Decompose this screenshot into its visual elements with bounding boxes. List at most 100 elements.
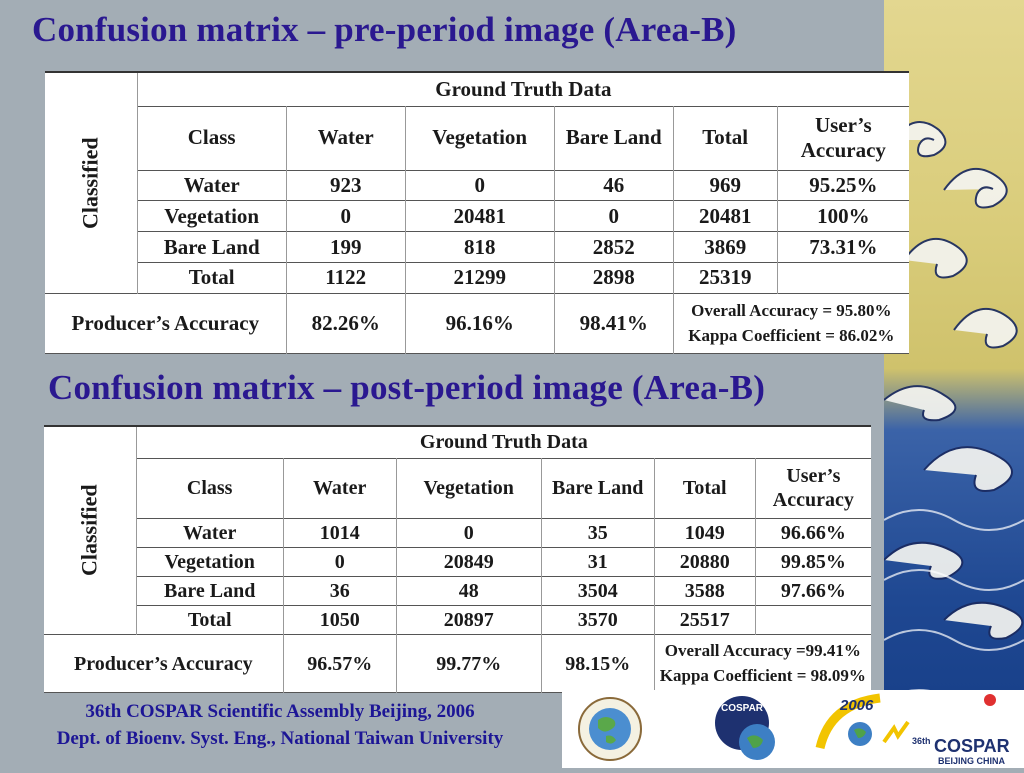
table-cell: 3504 <box>540 576 655 606</box>
column-header: Vegetation <box>404 106 555 170</box>
table-cell: 3869 <box>672 231 778 263</box>
table-cell: 1049 <box>653 518 756 548</box>
table-row: Vegetation 0 20481 0 20481 100% <box>45 200 909 232</box>
overall-accuracy: Overall Accuracy =99.41% <box>664 640 861 660</box>
wave-decoration <box>884 0 1024 768</box>
university-seal-icon <box>578 697 642 761</box>
column-header: Vegetation <box>395 458 542 518</box>
column-header: Class <box>186 477 233 499</box>
column-header: Total <box>672 106 778 170</box>
table-cell: 0 <box>282 547 397 577</box>
ground-truth-header: Ground Truth Data <box>419 431 588 454</box>
table-cell: 0 <box>285 200 406 232</box>
confusion-matrix-post: Classified Ground Truth Data Class Water… <box>44 425 871 693</box>
table-cell: 96.16% <box>404 293 555 354</box>
table-cell: 98.15% <box>540 634 655 693</box>
table-cell: 82.26% <box>285 293 406 354</box>
kappa-coefficient: Kappa Coefficient = 98.09% <box>659 665 866 685</box>
wave-art-icon <box>884 121 1024 711</box>
table-cell: 20481 <box>404 200 555 232</box>
table-cell: 25319 <box>672 262 778 294</box>
table-row: Water 923 0 46 969 95.25% <box>45 170 909 201</box>
producers-accuracy-label: Producer’s Accuracy <box>71 310 260 335</box>
column-header: User’s Accuracy <box>754 458 871 518</box>
table-row: Total 1050 20897 3570 25517 <box>44 605 871 635</box>
table-cell: 36 <box>282 576 397 606</box>
table-row: Bare Land 36 48 3504 3588 97.66% <box>44 576 871 606</box>
row-label: Water <box>183 172 240 197</box>
table-cell: 0 <box>553 200 674 232</box>
confusion-matrix-pre-panel: Classified Ground Truth Data Class Water… <box>45 71 909 354</box>
table-cell: 100% <box>776 200 909 232</box>
footer-conference: 36th COSPAR Scientific Assembly Beijing,… <box>85 701 475 722</box>
event-prefix-text: 36th <box>912 736 931 746</box>
table-row: Total 1122 21299 2898 25319 <box>45 262 909 294</box>
table-cell: 73.31% <box>776 231 909 263</box>
confusion-matrix-post-panel: Classified Ground Truth Data Class Water… <box>44 425 871 693</box>
kappa-coefficient: Kappa Coefficient = 86.02% <box>688 325 895 345</box>
table-cell: 0 <box>395 518 542 548</box>
table-cell: 95.25% <box>776 170 909 201</box>
column-header: Bare Land <box>553 106 674 170</box>
table-cell: 1122 <box>285 262 406 294</box>
classified-label: Classified <box>76 484 102 577</box>
footer: 36th COSPAR Scientific Assembly Beijing,… <box>0 698 560 752</box>
table-cell: 99.77% <box>395 634 542 693</box>
table-row: Water 1014 0 35 1049 96.66% <box>44 518 871 548</box>
table-cell: 97.66% <box>754 576 871 606</box>
row-label: Bare Land <box>163 234 260 259</box>
table-cell: 31 <box>540 547 655 577</box>
confusion-matrix-pre: Classified Ground Truth Data Class Water… <box>45 71 909 354</box>
column-header: Bare Land <box>540 458 655 518</box>
producers-accuracy-label: Producer’s Accuracy <box>74 652 253 675</box>
cospar-2006-logo-icon: 2006 36th COSPAR BEIJING CHINA <box>815 693 1010 766</box>
table-cell: 25517 <box>653 605 756 635</box>
cospar-badge-text: COSPAR <box>721 703 764 714</box>
footer-logos: COSPAR 2006 36th COSPAR BEIJING CHINA <box>562 690 1024 768</box>
table-row: Vegetation 0 20849 31 20880 99.85% <box>44 547 871 577</box>
logos-strip: COSPAR 2006 36th COSPAR BEIJING CHINA <box>578 693 1010 766</box>
table-cell: 48 <box>395 576 542 606</box>
column-header-row: Class Water Vegetation Bare Land Total U… <box>44 458 871 518</box>
table-cell: 96.66% <box>754 518 871 548</box>
table-cell <box>776 262 909 294</box>
table-cell: 20849 <box>395 547 542 577</box>
table-cell <box>754 605 871 635</box>
column-header: Water <box>285 106 406 170</box>
event-name-text: COSPAR <box>934 736 1010 756</box>
column-header: Total <box>653 458 756 518</box>
producers-accuracy-row: Producer’s Accuracy 82.26% 96.16% 98.41%… <box>45 293 909 354</box>
table-cell: 21299 <box>404 262 555 294</box>
cospar-badge-icon: COSPAR <box>715 696 775 760</box>
row-label: Bare Land <box>164 579 256 602</box>
page-title-pre: Confusion matrix – pre-period image (Are… <box>32 10 737 49</box>
table-cell: 1014 <box>282 518 397 548</box>
column-header: User’s Accuracy <box>776 106 909 170</box>
table-cell: 199 <box>285 231 406 263</box>
table-cell: 3588 <box>653 576 756 606</box>
table-cell: 1050 <box>282 605 397 635</box>
table-cell: 98.41% <box>553 293 674 354</box>
table-cell: 923 <box>285 170 406 201</box>
footer-department: Dept. of Bioenv. Syst. Eng., National Ta… <box>56 728 504 749</box>
table-cell: 20897 <box>395 605 542 635</box>
table-cell: 2852 <box>553 231 674 263</box>
table-cell: 20880 <box>653 547 756 577</box>
row-label: Water <box>183 521 237 544</box>
column-header-row: Class Water Vegetation Bare Land Total U… <box>45 106 909 170</box>
producers-accuracy-row: Producer’s Accuracy 96.57% 99.77% 98.15%… <box>44 634 871 693</box>
table-cell: 2898 <box>553 262 674 294</box>
column-header: Class <box>187 125 236 150</box>
table-cell: 96.57% <box>282 634 397 693</box>
column-header: Water <box>282 458 397 518</box>
side-label-cell: Classified <box>44 426 137 635</box>
event-city-text: BEIJING CHINA <box>938 756 1006 766</box>
overall-accuracy: Overall Accuracy = 95.80% <box>691 300 892 320</box>
row-label: Total <box>188 265 235 290</box>
table-cell: 818 <box>404 231 555 263</box>
page-title-post: Confusion matrix – post-period image (Ar… <box>48 368 766 407</box>
accuracy-summary: Overall Accuracy = 95.80% Kappa Coeffici… <box>672 293 909 354</box>
table-cell: 99.85% <box>754 547 871 577</box>
classified-label: Classified <box>77 137 103 229</box>
table-cell: 3570 <box>540 605 655 635</box>
